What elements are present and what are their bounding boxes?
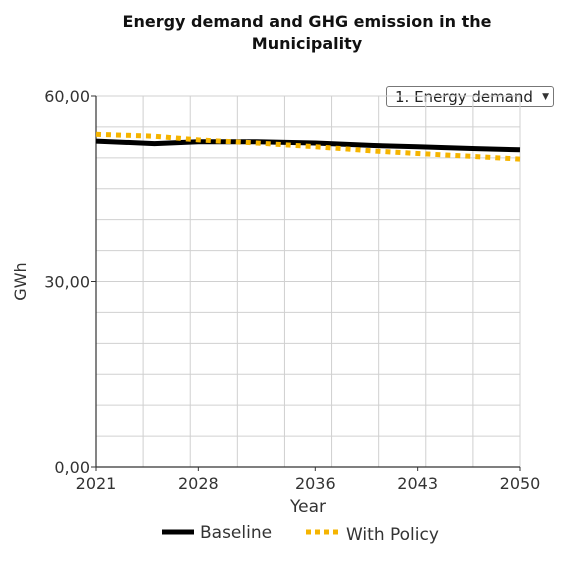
chevron-down-icon: ▼ [542,92,549,102]
chart-title: Energy demand and GHG emission in the Mu… [122,12,492,53]
legend: Baseline With Policy [162,523,439,545]
y-tick-label: 30,00 [44,273,90,292]
x-tick-label: 2036 [295,474,336,493]
x-tick-label: 2021 [76,474,117,493]
x-tick-label: 2043 [397,474,438,493]
legend-label-with-policy[interactable]: With Policy [346,525,439,545]
y-tick-label: 60,00 [44,87,90,106]
series [95,131,521,162]
legend-label-baseline[interactable]: Baseline [200,523,272,543]
y-tick-label: 0,00 [54,458,90,477]
grid [95,95,521,468]
series-line-with-policy[interactable] [95,131,521,162]
axes: GWh Year 0,00 30,00 60,00 2021 2028 2036 2043 2… [11,87,540,517]
chart-selector-value: 1. Energy demand [395,88,533,106]
x-tick-label: 2050 [500,474,541,493]
x-tick-label: 2028 [178,474,219,493]
y-axis-label: GWh [11,262,30,300]
series-line-baseline[interactable] [95,138,521,153]
x-axis-label: Year [289,497,326,517]
